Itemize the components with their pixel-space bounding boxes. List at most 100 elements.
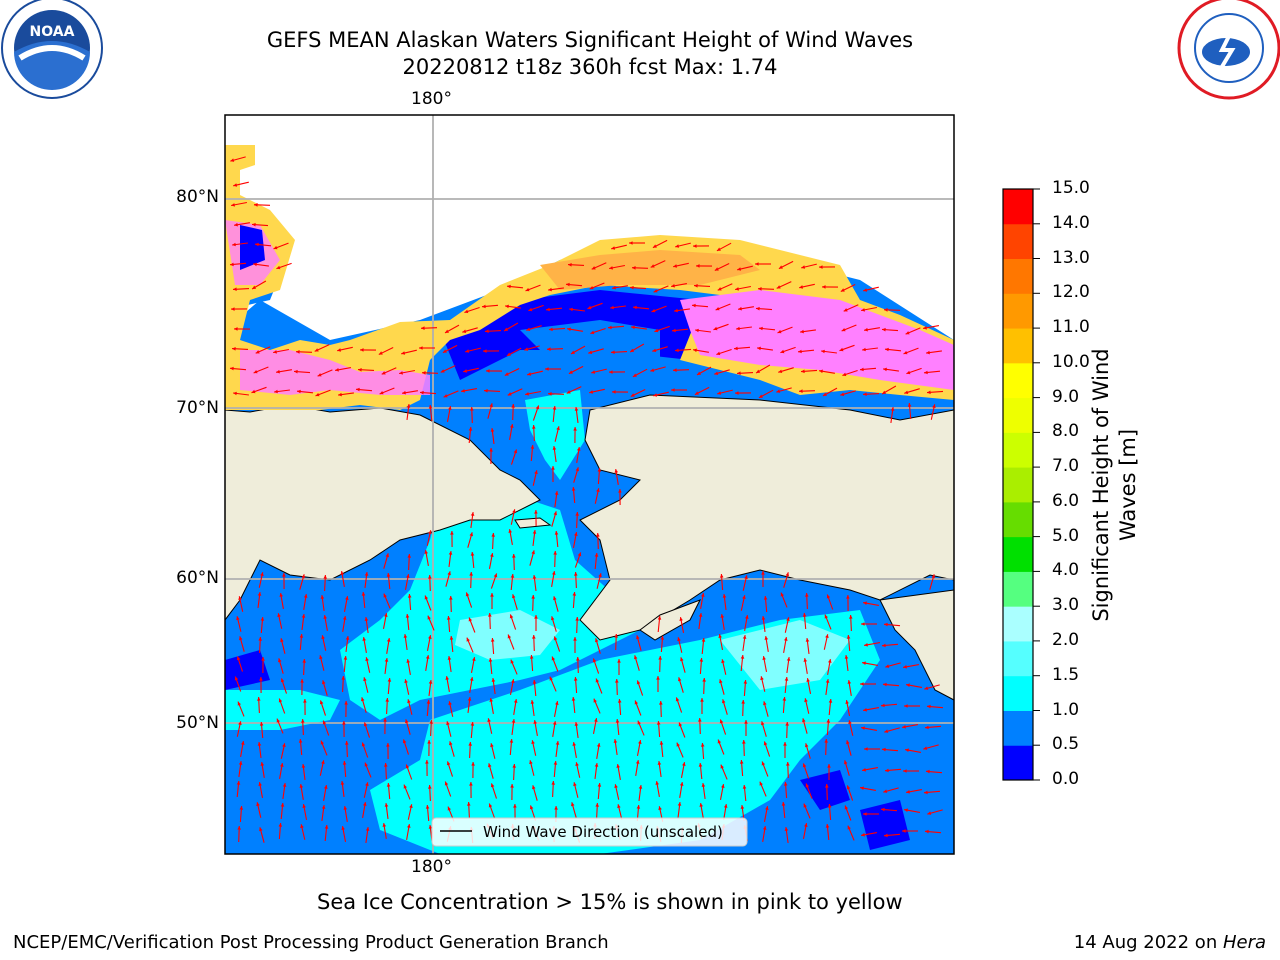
wave-direction-arrow bbox=[676, 742, 684, 758]
wave-direction-arrow bbox=[714, 369, 730, 375]
wave-direction-arrow bbox=[470, 721, 475, 739]
bering-strait-waves bbox=[525, 390, 585, 480]
wave-direction-arrow bbox=[237, 825, 241, 843]
colorbar-tick-label: 5.0 bbox=[1052, 525, 1080, 546]
wave-direction-arrow bbox=[695, 328, 711, 333]
wave-direction-arrow bbox=[239, 636, 245, 652]
wave-direction-arrow bbox=[407, 593, 412, 611]
colorbar-swatch bbox=[1003, 710, 1033, 746]
wave-direction-arrow bbox=[593, 698, 601, 714]
wave-direction-arrow bbox=[233, 181, 249, 187]
wave-direction-arrow bbox=[428, 784, 432, 802]
wave-direction-arrow bbox=[261, 656, 265, 674]
wave-direction-arrow bbox=[880, 703, 898, 708]
wave-direction-arrow bbox=[335, 367, 351, 372]
wave-direction-arrow bbox=[576, 656, 580, 674]
wave-direction-arrow bbox=[532, 405, 540, 421]
wave-direction-arrow bbox=[236, 780, 241, 798]
wave-direction-arrow bbox=[551, 616, 557, 632]
wave-direction-arrow bbox=[385, 697, 389, 715]
wave-direction-arrow bbox=[302, 658, 306, 676]
wave-direction-arrow bbox=[805, 743, 811, 759]
wave-direction-arrow bbox=[733, 346, 751, 351]
wave-direction-arrow bbox=[303, 698, 307, 716]
wave-direction-arrow bbox=[280, 638, 286, 654]
wave-direction-arrow bbox=[861, 832, 877, 837]
wave-direction-arrow bbox=[862, 392, 880, 396]
wave-direction-arrow bbox=[532, 785, 538, 801]
wave-direction-arrow bbox=[512, 763, 516, 781]
wave-direction-arrow bbox=[784, 617, 790, 633]
wave-direction-arrow bbox=[387, 677, 392, 695]
wave-direction-arrow bbox=[575, 511, 579, 529]
wave-direction-arrow bbox=[428, 404, 433, 422]
wave-direction-arrow bbox=[608, 264, 626, 270]
wave-direction-arrow bbox=[573, 467, 579, 483]
wave-direction-arrow bbox=[468, 426, 473, 444]
wave-direction-arrow bbox=[716, 242, 732, 252]
wave-direction-arrow bbox=[552, 446, 557, 462]
wave-direction-arrow bbox=[527, 370, 543, 376]
wave-direction-arrow bbox=[419, 390, 437, 395]
wave-direction-arrow bbox=[258, 572, 264, 588]
wave-direction-arrow bbox=[554, 530, 559, 548]
wave-direction-arrow bbox=[532, 530, 537, 546]
wave-direction-arrow bbox=[846, 785, 854, 801]
wave-direction-arrow bbox=[513, 803, 517, 821]
wave-direction-arrow bbox=[429, 719, 433, 737]
wave-direction-arrow bbox=[503, 322, 519, 332]
wave-direction-arrow bbox=[659, 700, 663, 718]
wave-direction-arrow bbox=[274, 389, 290, 394]
wave-direction-arrow bbox=[777, 326, 793, 334]
wave-direction-arrow bbox=[298, 738, 303, 756]
wave-direction-arrow bbox=[365, 657, 371, 673]
sea-ice-field bbox=[225, 145, 954, 410]
wave-direction-arrow bbox=[801, 263, 817, 269]
wave-direction-arrow bbox=[806, 677, 812, 695]
wave-direction-arrow bbox=[884, 347, 902, 352]
wave-direction-arrow bbox=[650, 366, 666, 372]
wave-direction-arrow bbox=[259, 827, 265, 843]
wave-direction-arrow bbox=[800, 329, 816, 334]
wave-direction-arrow bbox=[903, 769, 919, 773]
wave-direction-arrow bbox=[362, 802, 367, 818]
wave-direction-arrow bbox=[363, 722, 371, 738]
wave-direction-arrow bbox=[363, 677, 369, 693]
wave-direction-arrow bbox=[629, 343, 645, 353]
colorbar-tick-label: 14.0 bbox=[1052, 212, 1090, 233]
wave-direction-arrow bbox=[504, 368, 520, 376]
wave-direction-arrow bbox=[552, 721, 557, 737]
wave-direction-arrow bbox=[551, 466, 555, 482]
wave-direction-arrow bbox=[343, 806, 348, 822]
wave-direction-arrow bbox=[446, 615, 451, 633]
wave-direction-arrow bbox=[364, 617, 369, 633]
wave-direction-arrow bbox=[574, 722, 579, 738]
wave-direction-arrow bbox=[553, 550, 557, 568]
wave-direction-arrow bbox=[720, 764, 728, 780]
wave-direction-arrow bbox=[529, 760, 535, 776]
wave-direction-arrow bbox=[759, 781, 767, 797]
wave-direction-arrow bbox=[805, 638, 810, 654]
wave-direction-arrow bbox=[864, 747, 880, 751]
wave-direction-arrow bbox=[597, 782, 602, 800]
wave-direction-arrow bbox=[881, 385, 897, 395]
wave-direction-arrow bbox=[532, 470, 538, 486]
colorbar-tick-label: 9.0 bbox=[1052, 386, 1080, 407]
wave-direction-arrow bbox=[719, 679, 725, 695]
wave-direction-arrow bbox=[280, 678, 288, 694]
wave-direction-arrow bbox=[573, 782, 579, 798]
wave-direction-arrow bbox=[805, 592, 809, 610]
wave-direction-arrow bbox=[468, 741, 472, 759]
wave-direction-arrow bbox=[445, 571, 451, 587]
gulf-pale-patch bbox=[720, 620, 850, 690]
wave-direction-arrow bbox=[384, 803, 389, 819]
wave-direction-arrow bbox=[652, 239, 668, 249]
wave-direction-arrow bbox=[903, 347, 919, 355]
wave-direction-arrow bbox=[229, 262, 247, 267]
wave-direction-arrow bbox=[490, 743, 496, 759]
wave-direction-arrow bbox=[677, 637, 683, 653]
wave-direction-arrow bbox=[572, 742, 577, 758]
wave-direction-arrow bbox=[320, 740, 328, 756]
colorbar-swatch bbox=[1003, 328, 1033, 364]
wave-direction-arrow bbox=[844, 760, 850, 776]
